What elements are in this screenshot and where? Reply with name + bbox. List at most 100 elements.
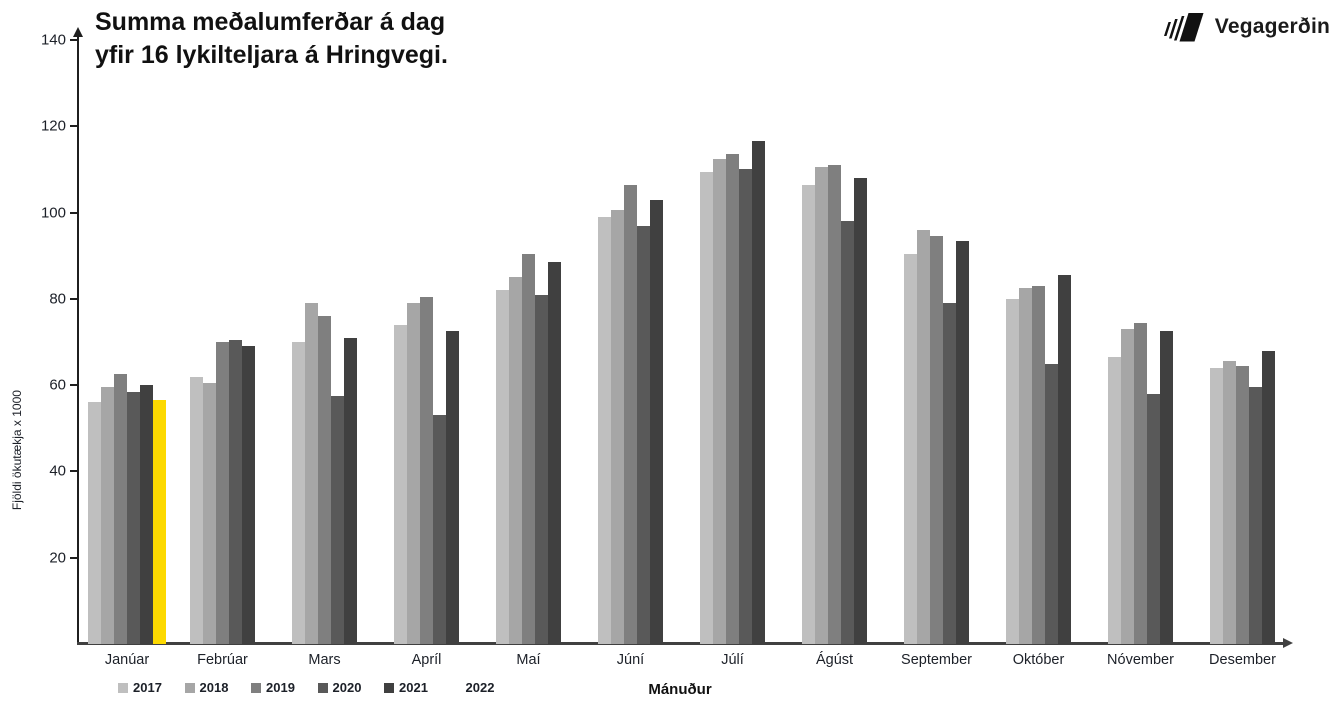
vegagerdin-logo: Vegagerðin — [1160, 10, 1330, 44]
bar-2020-apríl — [433, 415, 446, 644]
bar-2021-september — [956, 240, 969, 644]
bar-2022-janúar — [153, 400, 166, 644]
bar-group-júlí — [700, 141, 765, 644]
bar-2019-ágúst — [828, 165, 841, 644]
bar-2019-júlí — [726, 154, 739, 644]
legend-label-2017: 2017 — [133, 680, 162, 695]
bar-group-janúar — [88, 374, 166, 644]
bar-group-apríl — [394, 296, 459, 644]
legend-item-2022: 2022 — [451, 680, 518, 695]
bar-2019-september — [930, 236, 943, 644]
bar-2017-maí — [496, 290, 509, 644]
legend-marker-2018 — [184, 682, 195, 693]
bar-2021-maí — [548, 262, 561, 644]
y-axis-arrow-icon — [73, 27, 83, 37]
bar-2018-mars — [305, 303, 318, 644]
bar-group-febrúar — [190, 339, 255, 644]
vegagerdin-stripes-icon — [1163, 13, 1204, 42]
x-axis-line — [77, 642, 1285, 645]
bar-2017-júlí — [700, 171, 713, 644]
bar-2020-janúar — [127, 391, 140, 644]
legend-item-2020: 2020 — [317, 680, 385, 695]
bar-2020-júní — [637, 225, 650, 644]
month-label-júlí: Júlí — [721, 652, 744, 668]
month-label-janúar: Janúar — [104, 652, 150, 668]
bar-2021-júlí — [752, 141, 765, 644]
month-label-desember: Desember — [1209, 652, 1276, 668]
y-axis-title: Fjöldi ökutækja x 1000 — [10, 390, 24, 511]
bar-2021-júní — [650, 199, 663, 644]
bar-group-október — [1006, 275, 1071, 644]
legend-marker-2021 — [384, 682, 394, 693]
y-tick-mark — [70, 39, 77, 41]
legend-label-2018: 2018 — [199, 680, 229, 695]
bar-group-júní — [598, 184, 663, 644]
y-tick-mark — [70, 211, 77, 214]
bar-2017-september — [904, 253, 917, 644]
bar-2021-ágúst — [854, 178, 867, 644]
bar-group-september — [904, 229, 969, 644]
bar-group-desember — [1210, 350, 1275, 644]
bar-2017-febrúar — [190, 376, 203, 644]
bar-2020-mars — [331, 395, 344, 644]
bar-2018-maí — [509, 277, 522, 644]
bar-2017-nóvember — [1108, 357, 1121, 644]
bar-2020-júlí — [739, 169, 752, 644]
bar-2017-desember — [1210, 367, 1223, 644]
bar-2017-janúar — [88, 402, 101, 644]
month-label-apríl: Apríl — [411, 652, 442, 668]
y-tick-mark — [70, 470, 77, 473]
legend-label-2019: 2019 — [266, 680, 295, 695]
y-tick-mark — [70, 556, 77, 559]
y-axis-line — [77, 36, 79, 644]
legend-item-2019: 2019 — [251, 680, 318, 695]
bar-2019-mars — [318, 316, 331, 644]
bar-2018-febrúar — [203, 383, 216, 644]
bar-2018-júlí — [713, 158, 726, 644]
chart-title-line1: Summa meðalumferðar á dag — [95, 8, 446, 36]
y-tick-mark — [70, 297, 77, 300]
y-tick-label: 140 — [40, 31, 66, 49]
bar-2019-nóvember — [1134, 322, 1147, 644]
bar-2018-ágúst — [815, 167, 828, 644]
bar-2021-janúar — [140, 385, 153, 644]
bar-2019-desember — [1236, 365, 1249, 644]
legend-marker-2017 — [118, 682, 128, 693]
month-label-maí: Maí — [516, 652, 541, 668]
month-label-október: Október — [1012, 652, 1065, 668]
bar-group-ágúst — [802, 165, 867, 644]
legend-item-2021: 2021 — [384, 680, 451, 695]
bar-2018-október — [1019, 288, 1032, 644]
bar-2018-desember — [1223, 361, 1236, 644]
bar-2017-ágúst — [802, 184, 815, 644]
bar-2019-apríl — [420, 296, 433, 644]
month-label-febrúar: Febrúar — [197, 652, 248, 668]
y-tick-label: 80 — [49, 290, 66, 308]
bar-2019-maí — [522, 253, 535, 644]
legend-marker-2020 — [317, 682, 328, 693]
month-label-september: September — [901, 652, 972, 668]
bar-2019-febrúar — [216, 342, 229, 644]
bar-group-nóvember — [1108, 322, 1173, 644]
legend-label-2020: 2020 — [332, 680, 362, 695]
chart-title: Summa meðalumferðar á dag yfir 16 lykilt… — [95, 6, 448, 72]
y-tick-label: 120 — [40, 117, 66, 135]
bar-group-maí — [496, 253, 561, 644]
bar-2021-apríl — [446, 331, 459, 644]
bar-2021-mars — [344, 337, 357, 644]
bar-2018-nóvember — [1121, 329, 1134, 644]
bar-2020-nóvember — [1147, 393, 1160, 644]
bar-2021-desember — [1262, 350, 1275, 644]
bar-2019-janúar — [114, 374, 127, 644]
bar-2019-júní — [624, 184, 637, 644]
legend-marker-2019 — [251, 682, 261, 693]
month-label-ágúst: Ágúst — [815, 652, 854, 668]
bar-2017-júní — [598, 216, 611, 644]
bar-2020-september — [943, 303, 956, 644]
legend-item-2017: 2017 — [118, 680, 185, 695]
bar-2020-október — [1045, 363, 1058, 644]
bar-2020-maí — [535, 294, 548, 644]
y-tick-mark — [70, 125, 77, 128]
bar-2018-september — [917, 229, 930, 644]
